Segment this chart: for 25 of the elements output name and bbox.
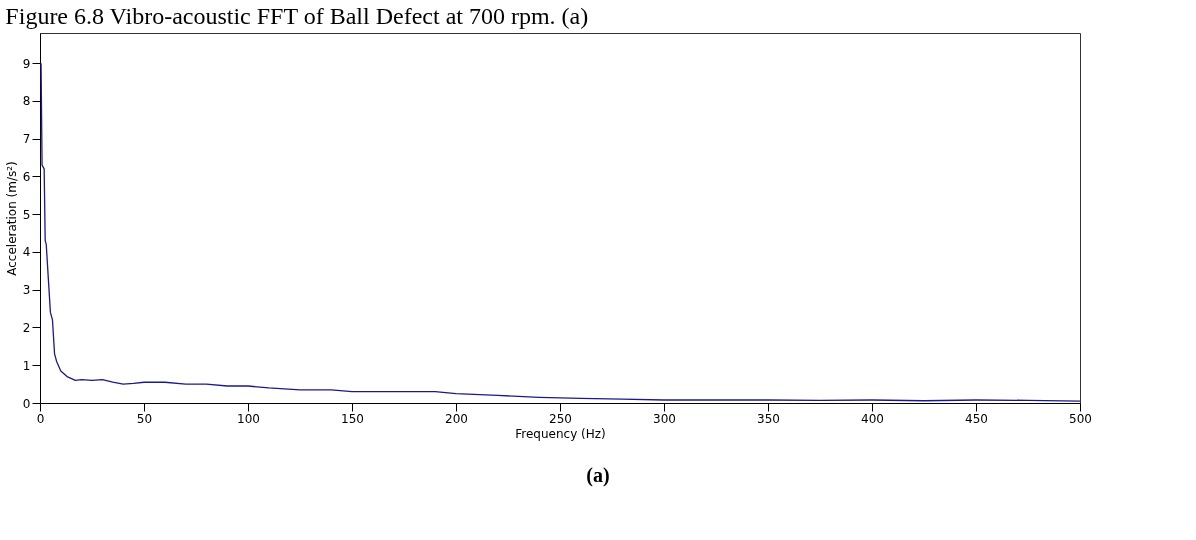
x-tick-label: 100 bbox=[237, 411, 260, 426]
x-tick-label: 300 bbox=[653, 411, 676, 426]
y-axis-title: Acceleration (m/s²) bbox=[4, 161, 19, 276]
y-tick-label: 8 bbox=[22, 94, 31, 109]
x-tick-label: 500 bbox=[1069, 411, 1092, 426]
chart-title: Figure 6.8 Vibro-acoustic FFT of Ball Defect at 700 rpm. (a) bbox=[5, 3, 589, 29]
x-tick-label: 150 bbox=[341, 411, 364, 426]
x-tick-label: 200 bbox=[445, 411, 468, 426]
x-tick-label: 250 bbox=[549, 411, 572, 426]
y-tick-label: 1 bbox=[22, 358, 31, 373]
x-tick-label: 400 bbox=[861, 411, 884, 426]
x-tick-label: 50 bbox=[136, 411, 153, 426]
y-tick-label: 3 bbox=[22, 283, 31, 298]
y-tick-label: 2 bbox=[22, 320, 31, 335]
y-tick-label: 5 bbox=[22, 207, 31, 222]
text: (a) bbox=[585, 464, 611, 487]
y-tick-label: 4 bbox=[22, 245, 31, 260]
x-axis-title: Frequency (Hz) bbox=[515, 426, 606, 441]
y-tick-label: 7 bbox=[22, 132, 31, 147]
y-tick-label: 6 bbox=[22, 169, 31, 184]
x-tick-label: 350 bbox=[757, 411, 780, 426]
y-tick-label: 0 bbox=[22, 396, 31, 411]
x-tick-label: 450 bbox=[965, 411, 988, 426]
y-tick-label: 9 bbox=[22, 56, 31, 71]
x-tick-label: 0 bbox=[36, 411, 45, 426]
